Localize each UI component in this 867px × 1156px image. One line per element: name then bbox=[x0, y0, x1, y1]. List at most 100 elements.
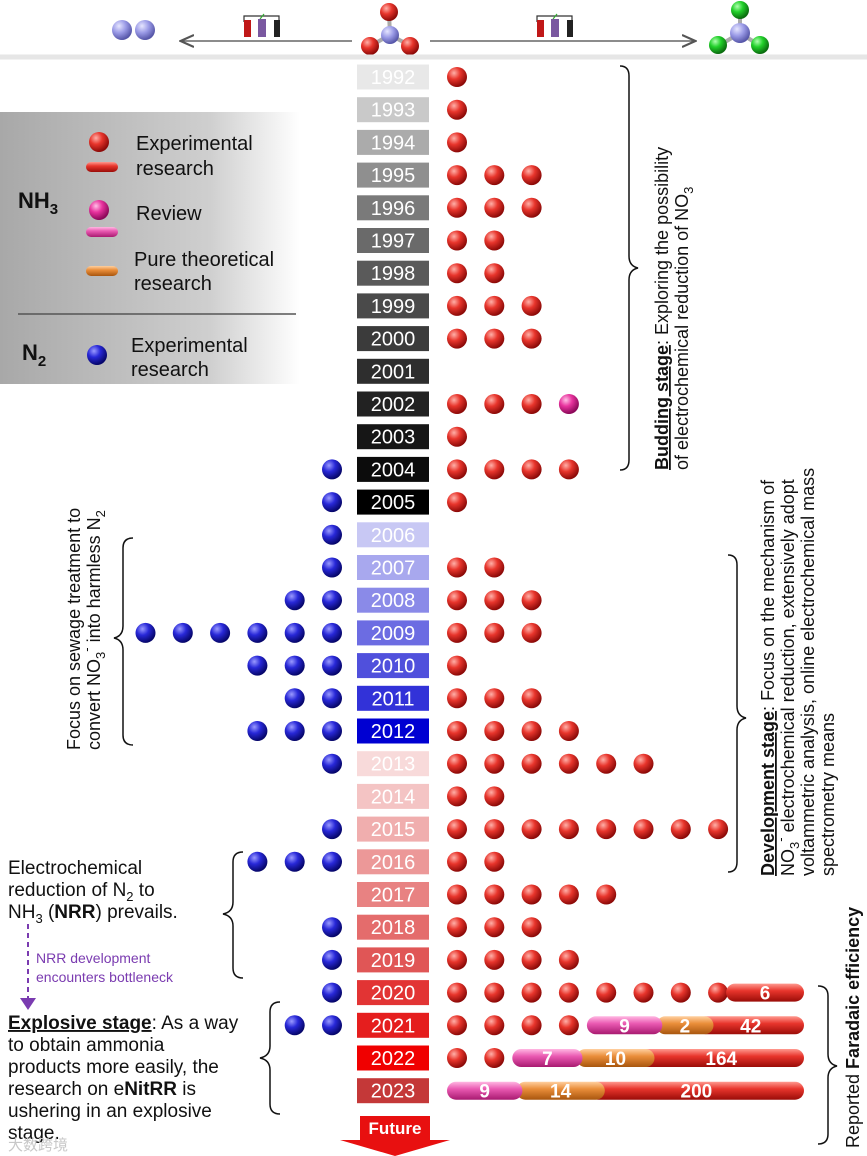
experimental-nh3-marker bbox=[521, 197, 542, 218]
experimental-n2-marker bbox=[284, 721, 305, 741]
year-label: 2004 bbox=[371, 459, 416, 481]
year-box-2008 bbox=[357, 587, 429, 613]
theory-bar-label: 14 bbox=[550, 1082, 572, 1103]
legend-n2-line2: research bbox=[131, 359, 209, 381]
experimental-nh3-marker bbox=[521, 982, 542, 1003]
theory-bar bbox=[516, 1081, 605, 1100]
experimental-nh3-marker bbox=[447, 230, 467, 251]
year-box-2010 bbox=[357, 653, 429, 679]
experimental-nh3-marker bbox=[484, 295, 505, 316]
experimental-nh3-marker bbox=[484, 982, 505, 1003]
legend-review-sphere bbox=[89, 200, 109, 220]
experimental-nh3-marker bbox=[633, 753, 654, 774]
watermark: 大数跨境 bbox=[8, 1136, 68, 1154]
experimental-n2-marker bbox=[322, 459, 342, 480]
year-box-1996 bbox=[357, 195, 429, 221]
year-label: 2021 bbox=[371, 1015, 416, 1037]
year-box-2005 bbox=[357, 489, 429, 515]
experimental-n2-marker bbox=[322, 557, 342, 578]
year-box-2009 bbox=[357, 620, 429, 646]
experimental-nh3-marker bbox=[447, 622, 467, 643]
year-box-2018 bbox=[357, 914, 429, 940]
year-label: 2023 bbox=[371, 1081, 416, 1103]
experimental-nh3-marker bbox=[521, 949, 542, 970]
experimental-nh3-marker bbox=[521, 295, 542, 316]
experimental-n2-marker bbox=[322, 1015, 342, 1036]
year-box-2016 bbox=[357, 849, 429, 875]
year-label: 2014 bbox=[371, 786, 416, 808]
experimental-nh3-marker bbox=[447, 786, 467, 807]
experimental-n2-marker bbox=[210, 622, 231, 643]
experimental-bar bbox=[697, 1016, 804, 1035]
experimental-nh3-marker bbox=[670, 982, 691, 1003]
review-marker bbox=[558, 394, 579, 414]
experimental-nh3-marker bbox=[484, 459, 505, 480]
experimental-nh3-marker bbox=[708, 819, 729, 840]
year-box-2001 bbox=[357, 358, 429, 384]
experimental-n2-marker bbox=[322, 949, 342, 970]
experimental-bar bbox=[726, 983, 804, 1002]
faradaic-label: Reported Faradaic efficiency bbox=[843, 907, 863, 1148]
experimental-n2-marker bbox=[284, 851, 305, 872]
experimental-nh3-marker bbox=[558, 982, 579, 1003]
experimental-nh3-marker bbox=[558, 949, 579, 970]
year-box-2023 bbox=[357, 1078, 429, 1104]
electrolyzer-icon-left bbox=[243, 13, 280, 37]
experimental-n2-marker bbox=[322, 721, 342, 741]
experimental-n2-marker bbox=[247, 851, 268, 872]
experimental-nh3-marker bbox=[447, 688, 467, 709]
experimental-nh3-marker bbox=[521, 394, 542, 414]
experimental-nh3-marker bbox=[447, 851, 467, 872]
experimental-nh3-marker bbox=[521, 884, 542, 905]
year-column: 1992 1993 1994 1995 1996 1997 1998 1999 2000 2001… bbox=[357, 64, 429, 1104]
year-label: 2018 bbox=[371, 917, 416, 939]
experimental-nh3-marker bbox=[447, 328, 467, 349]
year-box-1999 bbox=[357, 293, 429, 319]
year-label: 2001 bbox=[371, 361, 416, 383]
experimental-n2-marker bbox=[322, 851, 342, 872]
year-label: 2007 bbox=[371, 558, 416, 580]
experimental-nh3-marker bbox=[484, 786, 505, 807]
legend-experimental-sphere bbox=[89, 132, 109, 152]
experimental-n2-marker bbox=[322, 982, 342, 1003]
review-bar-label: 7 bbox=[542, 1049, 553, 1070]
experimental-n2-marker bbox=[135, 622, 156, 643]
year-label: 2012 bbox=[371, 721, 416, 743]
experimental-nh3-marker bbox=[558, 819, 579, 840]
experimental-nh3-marker bbox=[521, 165, 542, 186]
year-label: 1993 bbox=[371, 100, 416, 122]
experimental-nh3-marker bbox=[484, 590, 505, 611]
legend-n2-sphere bbox=[87, 345, 107, 365]
development-stage-line1: Development stage: Focus on the mechanis… bbox=[758, 479, 778, 876]
experimental-nh3-marker bbox=[447, 655, 467, 676]
experimental-n2-marker bbox=[322, 819, 342, 840]
experimental-n2-marker bbox=[322, 688, 342, 709]
experimental-nh3-marker bbox=[558, 459, 579, 480]
bottleneck-line1: NRR development bbox=[36, 950, 150, 966]
legend-review-capsule bbox=[86, 227, 118, 237]
year-box-2015 bbox=[357, 816, 429, 842]
legend-review-label: Review bbox=[136, 203, 202, 225]
experimental-n2-marker bbox=[322, 524, 342, 545]
year-box-2013 bbox=[357, 751, 429, 777]
nrr-stage-brace bbox=[222, 851, 244, 979]
experimental-nh3-marker bbox=[447, 132, 467, 153]
year-label: 2015 bbox=[371, 819, 416, 841]
year-box-2022 bbox=[357, 1045, 429, 1071]
explosive-line6: stage. bbox=[8, 1123, 60, 1144]
year-label: 2008 bbox=[371, 590, 416, 612]
legend-theory-line2: research bbox=[134, 273, 212, 295]
year-box-2011 bbox=[357, 685, 429, 711]
legend-experimental-capsule bbox=[86, 162, 118, 172]
faradaic-brace bbox=[817, 985, 838, 1145]
budding-stage-line2: of electrochemical reduction of NO3 bbox=[672, 187, 696, 470]
faradaic-efficiency-bars: 6 42 2 9 164 10 7 200 14 9 bbox=[447, 983, 804, 1103]
experimental-nh3-marker bbox=[484, 884, 505, 905]
explosive-line2: to obtain ammonia bbox=[8, 1035, 165, 1056]
year-box-2019 bbox=[357, 947, 429, 973]
experimental-nh3-marker bbox=[447, 67, 467, 87]
legend-theory-line1: Pure theoretical bbox=[134, 249, 274, 271]
experimental-nh3-marker bbox=[596, 884, 617, 905]
experimental-nh3-marker bbox=[447, 949, 467, 970]
budding-stage-brace bbox=[619, 65, 639, 471]
